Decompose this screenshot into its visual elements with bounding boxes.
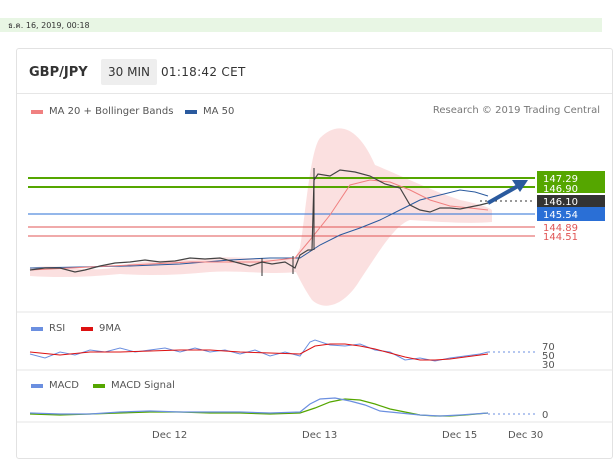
header-divider	[17, 93, 612, 94]
price-label-146-90: 146.90	[543, 184, 578, 195]
label-box-resistance-2	[537, 183, 605, 193]
ma50-swatch	[185, 109, 197, 114]
price-levels	[28, 177, 535, 237]
x-tick-dec15: Dec 15	[442, 430, 477, 441]
legend-ma50: MA 50	[185, 106, 234, 117]
price-labels: 147.29 146.90 146.10 145.54 144.89 144.5…	[537, 171, 605, 243]
ma50-line	[29, 189, 489, 269]
x-tick-dec12: Dec 12	[152, 430, 187, 441]
label-box-resistance-1	[537, 171, 605, 185]
timestamp-strip: ธ.ค. 16, 2019, 00:18	[0, 18, 602, 32]
price-label-144-89: 144.89	[543, 223, 578, 234]
ma9-line	[29, 343, 489, 361]
chart-header: GBP/JPY 30 MIN 01:18:42 CET	[17, 49, 612, 93]
legend-ma20: MA 20 + Bollinger Bands	[31, 106, 173, 117]
x-tick-dec30: Dec 30	[508, 430, 543, 441]
forecast-arrow	[487, 180, 528, 205]
label-box-current	[537, 195, 605, 208]
rsi-tick-50: 50	[542, 351, 555, 362]
rsi-panel: 70 50 30	[29, 339, 555, 371]
ma9-swatch	[81, 326, 93, 331]
ma9-label: 9MA	[99, 323, 121, 334]
rsi-tick-30: 30	[542, 360, 555, 371]
x-axis: Dec 12 Dec 13 Dec 15 Dec 30	[152, 430, 543, 441]
pair-title: GBP/JPY	[29, 65, 88, 80]
rsi-tick-70: 70	[542, 342, 555, 353]
price-label-147-29: 147.29	[543, 174, 578, 185]
rsi-line	[29, 339, 489, 362]
ma20-line	[29, 179, 489, 271]
ma20-swatch	[31, 109, 43, 114]
legend-rsi: RSI	[31, 323, 65, 334]
credit-text: Research © 2019 Trading Central	[432, 105, 600, 116]
candle-marks	[261, 168, 315, 276]
macd-panel: 0	[29, 397, 548, 421]
rsi-swatch	[31, 326, 43, 331]
chart-time: 01:18:42 CET	[161, 65, 246, 79]
price-label-144-51: 144.51	[543, 232, 578, 243]
date-bar: ธ.ค. 16, 2019, 00:18	[0, 0, 614, 34]
timestamp: ธ.ค. 16, 2019, 00:18	[8, 21, 90, 30]
price-line	[29, 169, 489, 273]
legend-9ma: 9MA	[81, 323, 121, 334]
legend-macd: MACD	[31, 380, 79, 391]
macd-signal-swatch	[93, 383, 105, 388]
ma50-label: MA 50	[203, 106, 235, 117]
macd-signal-label: MACD Signal	[111, 380, 175, 391]
ma20-label: MA 20 + Bollinger Bands	[49, 106, 174, 117]
x-tick-dec13: Dec 13	[302, 430, 337, 441]
timeframe-badge[interactable]: 30 MIN	[101, 59, 157, 85]
macd-line	[29, 397, 489, 417]
macd-label: MACD	[49, 380, 79, 391]
legend-macd-signal: MACD Signal	[93, 380, 175, 391]
rsi-label: RSI	[49, 323, 66, 334]
label-box-support	[537, 207, 605, 221]
macd-tick-0: 0	[542, 410, 548, 421]
bollinger-cloud	[30, 128, 492, 306]
macd-swatch	[31, 383, 43, 388]
price-label-145-54: 145.54	[543, 210, 578, 221]
price-label-146-10: 146.10	[543, 197, 578, 208]
